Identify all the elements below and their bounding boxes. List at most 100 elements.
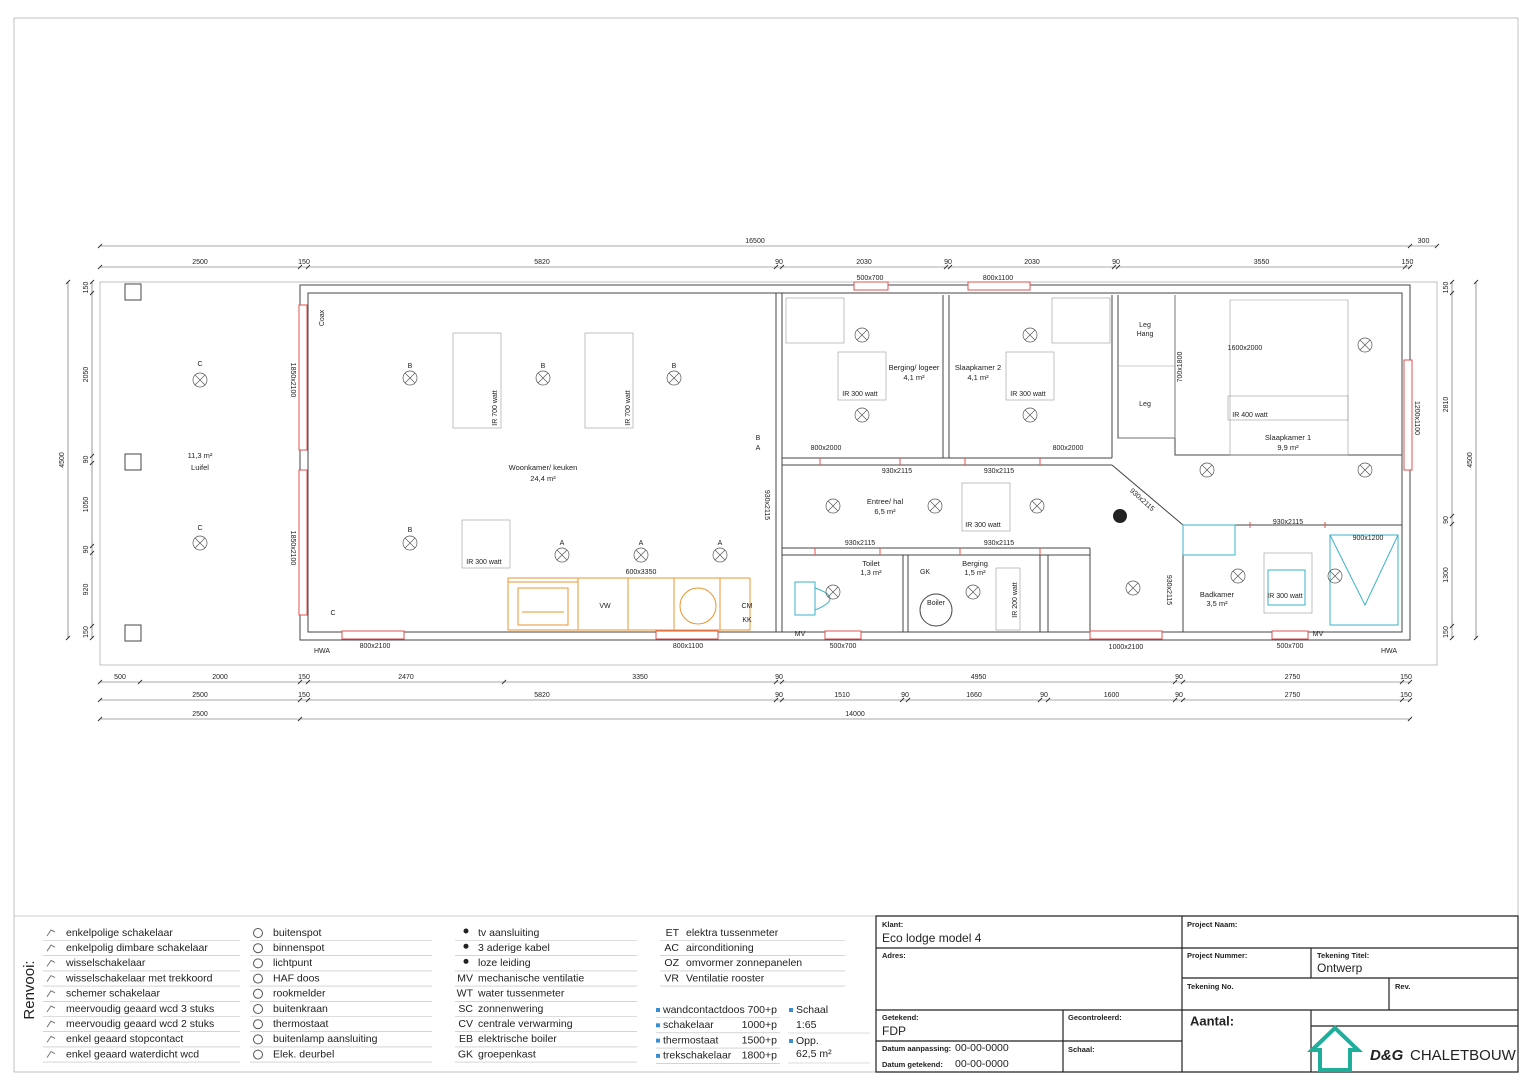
dimension-label: 90 xyxy=(83,456,90,464)
dimension-tick xyxy=(773,697,779,703)
light-point xyxy=(554,547,570,563)
dimension-tick xyxy=(779,679,785,685)
dimension-tick xyxy=(297,716,303,722)
dimension-tick xyxy=(1399,697,1405,703)
light-point-cross xyxy=(856,329,868,341)
dimension-tick xyxy=(305,264,311,270)
dimension-tick xyxy=(773,264,779,270)
plan-label: 930x2115 xyxy=(845,540,875,547)
plan-label: B xyxy=(408,527,413,534)
dimension-tick xyxy=(89,635,95,641)
light-point xyxy=(854,327,870,343)
light-point-cross xyxy=(827,500,839,512)
room-name: Entree/ hal xyxy=(867,497,904,506)
plan-label: 930x2115 xyxy=(984,540,1014,547)
plan-label: C xyxy=(330,610,335,617)
dimension-tick xyxy=(89,623,95,629)
dimension-label: 2050 xyxy=(83,367,90,383)
legend-code: MV xyxy=(457,972,473,984)
dimension-label: 1300 xyxy=(1443,567,1450,583)
window xyxy=(1271,630,1309,640)
scale-label: Schaal xyxy=(796,1004,828,1016)
dimension-label: 90 xyxy=(901,692,909,699)
dimension-label: 90 xyxy=(1040,692,1048,699)
dimension-label: 2810 xyxy=(1443,397,1450,413)
light-point xyxy=(1357,337,1373,353)
legend-symbol xyxy=(46,929,56,937)
dimension-label: 1660 xyxy=(966,692,982,699)
legend-code: EB xyxy=(459,1033,473,1045)
window xyxy=(655,630,719,640)
heater xyxy=(452,332,502,429)
plan-label: 500x700 xyxy=(1277,643,1304,650)
light-point xyxy=(854,407,870,423)
legend-code: AC xyxy=(664,942,679,954)
field-label: Datum getekend: xyxy=(882,1060,943,1069)
dimension-tick xyxy=(65,279,71,285)
plan-label: 930x2115 xyxy=(1165,575,1172,605)
legend-symbol xyxy=(253,1049,263,1060)
light-point-cross xyxy=(827,586,839,598)
legend-item: Elek. deurbel xyxy=(273,1048,334,1060)
legend-item: schemer schakelaar xyxy=(66,988,160,1000)
column xyxy=(124,624,142,642)
dimension-tick xyxy=(1045,697,1051,703)
field-value: Ontwerp xyxy=(1317,961,1363,975)
plan-label: 800x2100 xyxy=(360,643,391,650)
dimension-label: 300 xyxy=(1418,238,1430,245)
legend-item: elektra tussenmeter xyxy=(686,927,779,939)
dimension-tick xyxy=(1449,513,1455,519)
plan-label: 1850x2100 xyxy=(289,363,296,398)
light-point xyxy=(825,584,841,600)
room-area: 4,1 m² xyxy=(903,373,925,382)
plan-label: B xyxy=(756,435,761,442)
legend-item: wisselschakelaar met trekkoord xyxy=(65,972,213,984)
brand-name: D&G xyxy=(1370,1047,1404,1064)
bed xyxy=(785,297,845,344)
heater xyxy=(1005,351,1055,401)
light-point-cross xyxy=(929,500,941,512)
light-point xyxy=(965,584,981,600)
dimension-tick xyxy=(947,264,953,270)
field-label: Project Nummer: xyxy=(1187,951,1247,960)
legend-code: CV xyxy=(458,1018,473,1030)
light-point-cross xyxy=(1024,409,1036,421)
legend-item: 3 aderige kabel xyxy=(478,942,550,954)
light-point-cross xyxy=(1359,339,1371,351)
field-label: Datum aanpassing: xyxy=(882,1044,951,1053)
plan-label: CM xyxy=(742,603,753,610)
appliance xyxy=(679,587,717,625)
plan-label: IR 300 watt xyxy=(842,391,877,398)
legend-item: Ventilatie rooster xyxy=(686,972,765,984)
legend-symbol xyxy=(46,1035,56,1043)
dimension-tick xyxy=(65,635,71,641)
dimension-label: 1600 xyxy=(1104,692,1120,699)
legend-bullet xyxy=(656,1053,660,1058)
dimension-label: 150 xyxy=(298,674,310,681)
plan-label: HWA xyxy=(1381,648,1397,655)
dimension-tick xyxy=(1449,635,1455,641)
legend-bullet xyxy=(656,1008,660,1012)
dimension-label: 2030 xyxy=(856,259,872,266)
legend-item: omvormer zonnepanelen xyxy=(686,957,802,969)
dimension-tick xyxy=(89,460,95,466)
dimension-label: 90 xyxy=(1443,516,1450,524)
furniture xyxy=(1118,295,1349,456)
height-value: 1000+p xyxy=(742,1019,777,1031)
window xyxy=(1403,359,1413,471)
washbasin xyxy=(1182,524,1236,556)
light-point xyxy=(1199,462,1215,478)
dimension-label: 150 xyxy=(83,282,90,294)
dimension-tick xyxy=(1037,697,1043,703)
dimension-label: 5820 xyxy=(534,259,550,266)
dimension-label: 90 xyxy=(1175,674,1183,681)
legend-item: enkel geaard waterdicht wcd xyxy=(66,1048,199,1060)
dimension-tick xyxy=(297,264,303,270)
dimension-label: 90 xyxy=(83,546,90,554)
plan-label: 930x2115 xyxy=(763,490,770,520)
dimension-label: 1510 xyxy=(834,692,850,699)
plan-label: 800x1100 xyxy=(673,643,703,650)
dimension-tick xyxy=(305,679,311,685)
light-point-cross xyxy=(668,372,680,384)
